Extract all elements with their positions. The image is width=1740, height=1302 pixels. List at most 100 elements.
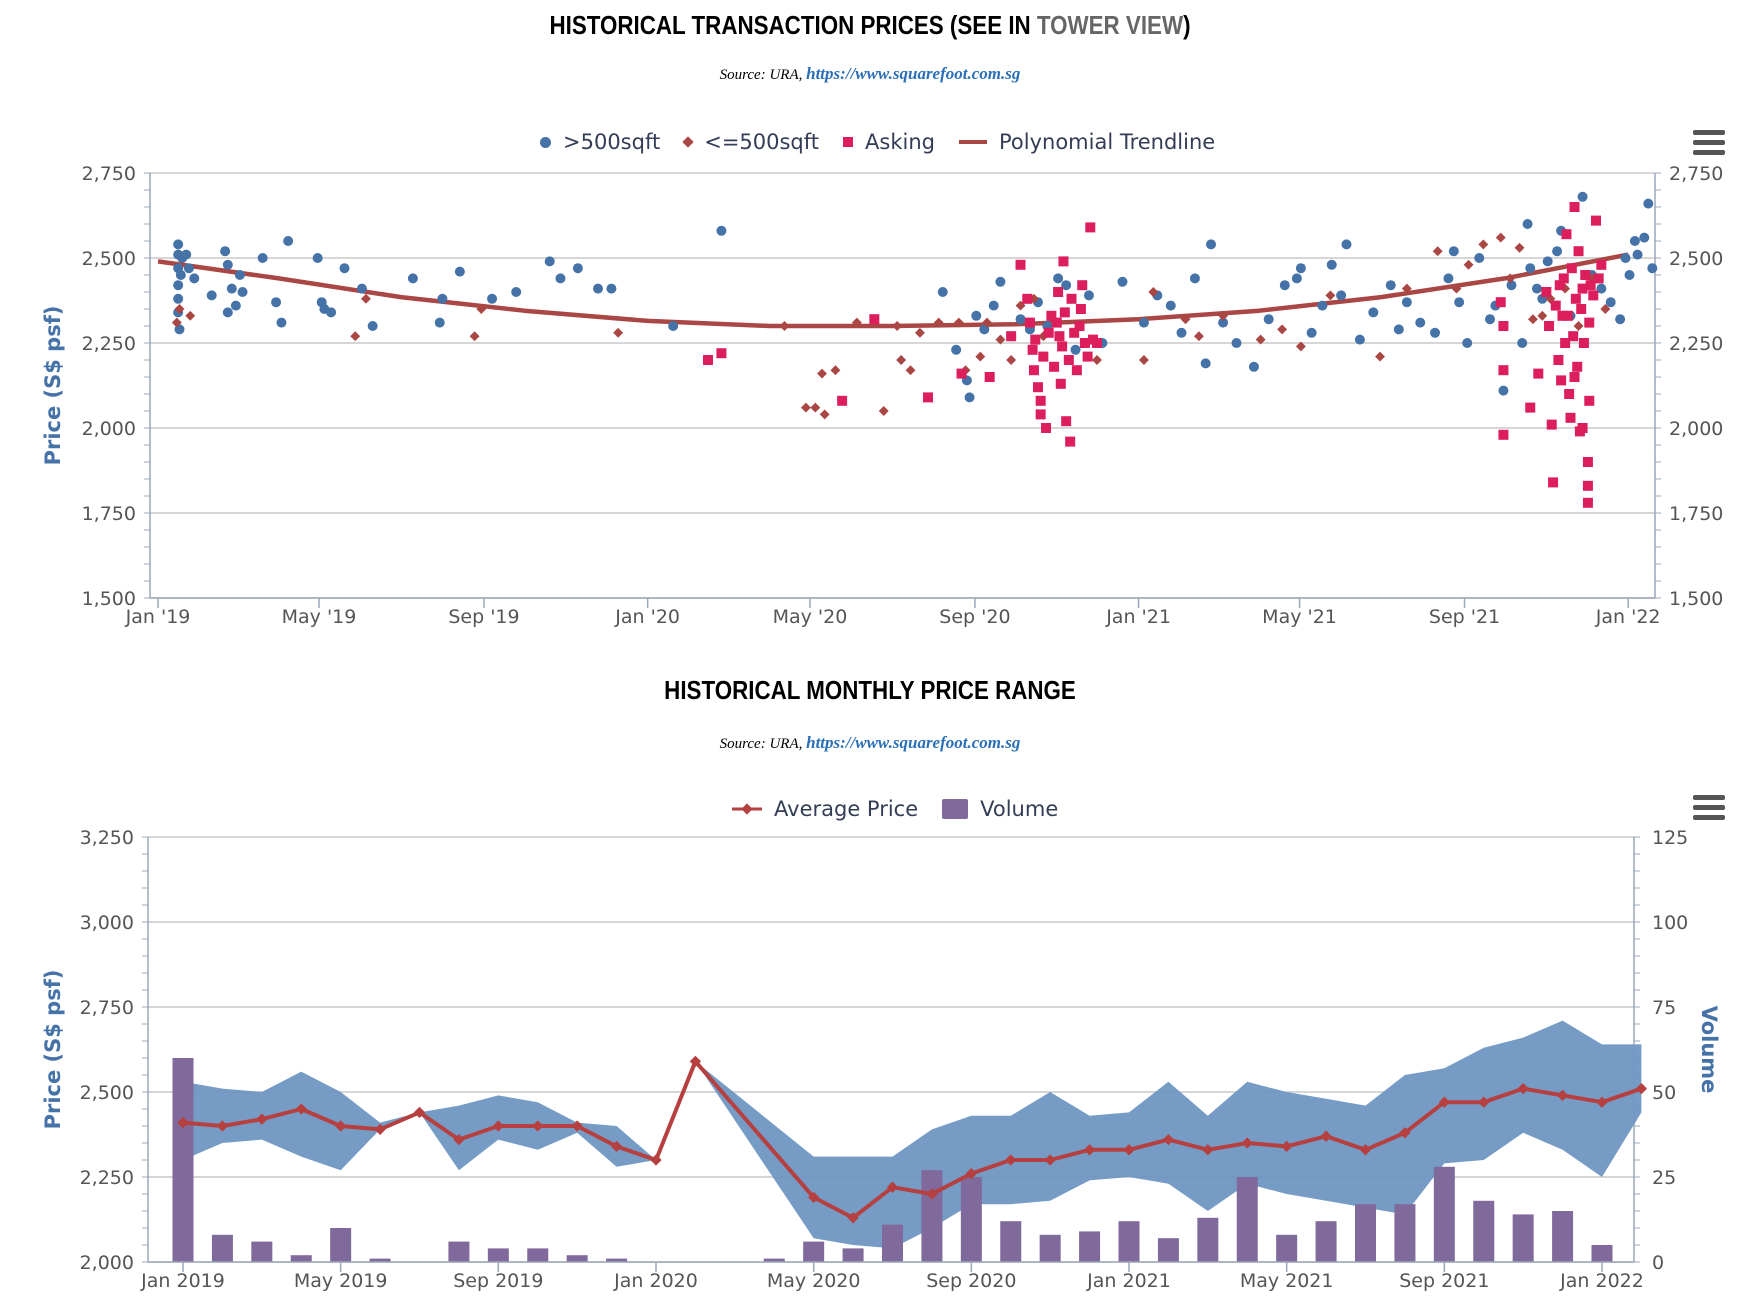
point-large-unit <box>1176 327 1187 338</box>
point-small-unit <box>1375 351 1385 362</box>
point-asking <box>1063 355 1074 365</box>
legend-item-trendline[interactable]: Polynomial Trendline <box>958 130 1215 154</box>
point-large-unit <box>220 246 231 257</box>
point-large-unit <box>1401 297 1412 308</box>
volume-bar <box>369 1258 391 1262</box>
point-small-unit <box>1006 355 1017 365</box>
point-large-unit <box>1291 273 1302 284</box>
point-large-unit <box>1454 297 1465 308</box>
volume-bar <box>1039 1234 1061 1262</box>
y-tick-label: 2,500 <box>82 248 136 270</box>
point-large-unit <box>1498 385 1509 396</box>
volume-bar <box>1157 1238 1179 1262</box>
y2-tick-label: 75 <box>1652 997 1676 1019</box>
point-asking <box>1028 365 1039 376</box>
legend-item-small[interactable]: <=500sqft <box>682 130 819 154</box>
x-tick-label: Jan '20 <box>614 606 680 628</box>
chart2-source-link[interactable]: https://www.squarefoot.com.sg <box>806 733 1021 752</box>
point-small-unit <box>817 368 827 379</box>
x-tick-label: Sep 2020 <box>926 1270 1016 1292</box>
volume-bar <box>606 1258 628 1262</box>
chart1-source-link[interactable]: https://www.squarefoot.com.sg <box>806 64 1021 83</box>
point-asking <box>1546 419 1557 430</box>
point-asking <box>1498 321 1509 331</box>
point-asking <box>1582 457 1593 467</box>
circle-marker-icon <box>540 136 551 148</box>
volume-bar <box>448 1241 470 1262</box>
point-asking <box>1074 321 1085 331</box>
average-price-point <box>1635 1082 1648 1095</box>
average-price-point <box>1399 1127 1411 1139</box>
volume-bar <box>842 1248 864 1262</box>
chart2-menu-icon[interactable] <box>1693 795 1725 821</box>
volume-bar <box>803 1241 825 1262</box>
volume-bar <box>1591 1245 1613 1262</box>
x-tick-label: Sep '19 <box>448 606 519 628</box>
point-large-unit <box>1542 256 1553 267</box>
legend-item-big[interactable]: >500sqft <box>540 130 660 154</box>
volume-bar <box>1473 1200 1495 1262</box>
x-tick-label: Jan '21 <box>1105 606 1171 628</box>
average-price-point <box>1281 1140 1293 1153</box>
point-large-unit <box>1443 273 1454 284</box>
point-small-unit <box>953 317 964 328</box>
volume-bar <box>960 1177 982 1262</box>
y2-tick-label: 25 <box>1652 1167 1676 1189</box>
point-asking <box>1069 327 1080 338</box>
point-small-unit <box>878 406 889 416</box>
point-large-unit <box>1517 338 1528 348</box>
point-small-unit <box>1180 314 1191 325</box>
point-small-unit <box>185 310 196 321</box>
average-price-point <box>610 1140 623 1153</box>
point-asking <box>1580 270 1591 280</box>
point-asking <box>1573 246 1584 257</box>
y2-tick-label: 2,750 <box>1669 163 1723 185</box>
y-tick-label: 2,750 <box>82 163 136 185</box>
average-price-point <box>1556 1089 1569 1102</box>
legend-item-asking[interactable]: Asking <box>843 130 935 154</box>
volume-bar <box>1552 1211 1574 1262</box>
legend-item-volume[interactable]: Volume <box>942 797 1058 821</box>
point-asking <box>1578 338 1589 348</box>
point-asking <box>1035 409 1046 420</box>
point-large-unit <box>1485 314 1496 325</box>
y-tick-label: 3,250 <box>80 827 134 849</box>
point-large-unit <box>1474 253 1485 263</box>
volume-bar <box>1394 1204 1416 1262</box>
volume-bar <box>921 1170 943 1262</box>
point-large-unit <box>1624 270 1635 280</box>
x-tick-label: May '20 <box>773 606 848 628</box>
point-small-unit <box>1495 232 1506 243</box>
point-large-unit <box>454 266 465 277</box>
point-asking <box>1079 338 1090 348</box>
average-price-point <box>453 1133 465 1146</box>
point-asking <box>1006 331 1017 342</box>
point-large-unit <box>1189 273 1200 284</box>
y-tick-label: 2,000 <box>82 418 136 440</box>
average-price-point <box>1241 1137 1253 1149</box>
point-small-unit <box>1432 246 1443 257</box>
average-price-point <box>374 1123 386 1136</box>
point-asking <box>1077 280 1088 291</box>
point-asking <box>1071 365 1082 376</box>
chart1-menu-icon[interactable] <box>1693 130 1725 156</box>
point-large-unit <box>206 290 217 301</box>
point-asking <box>1059 307 1070 318</box>
x-tick-label: Sep 2019 <box>453 1270 543 1292</box>
legend-item-average-price[interactable]: Average Price <box>732 797 918 821</box>
point-large-unit <box>226 283 237 294</box>
tower-view-link[interactable]: TOWER VIEW <box>1036 10 1184 40</box>
volume-bar <box>251 1241 273 1262</box>
point-large-unit <box>1317 300 1328 311</box>
point-large-unit <box>716 225 727 236</box>
point-asking <box>1582 497 1593 508</box>
average-price-point <box>532 1120 544 1132</box>
point-asking <box>1049 361 1060 372</box>
x-tick-label: Jan 2022 <box>1559 1270 1644 1292</box>
point-large-unit <box>1015 314 1026 325</box>
point-small-unit <box>1218 310 1229 321</box>
point-small-unit <box>613 327 624 338</box>
point-small-unit <box>995 334 1006 345</box>
volume-bar <box>1000 1221 1022 1262</box>
point-large-unit <box>1525 263 1536 274</box>
